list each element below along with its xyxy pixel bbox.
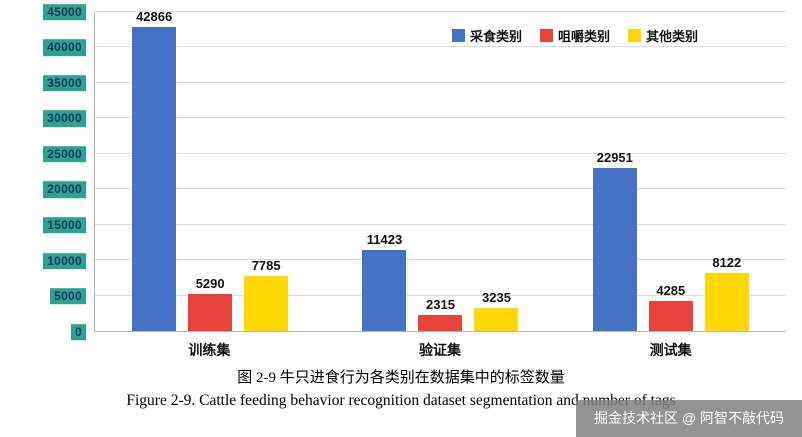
bar-value-label: 11423 [366,232,403,248]
y-tick-label: 45000 [43,3,86,21]
legend: 采食类别 咀嚼类别 其他类别 [451,26,698,45]
bar-group: 22951 4285 8122 [592,12,749,331]
x-axis-labels: 训练集 验证集 测试集 [94,340,786,360]
legend-label: 咀嚼类别 [557,29,610,44]
bar-value-label: 42866 [136,9,173,25]
bar [132,27,177,331]
y-tick-label: 0 [71,323,86,341]
bar [592,168,637,331]
bar [474,308,519,331]
gridline [95,117,786,119]
bar-with-label: 5290 [188,276,233,331]
y-tick-label: 15000 [43,217,86,234]
bar-value-label: 4285 [656,282,686,298]
gridline [95,81,786,83]
x-category-label: 测试集 [649,342,692,358]
bar [648,300,693,331]
watermark: 掘金技术社区 @ 阿智不敲代码 [576,400,802,437]
bar [418,314,463,331]
legend-swatch [539,29,553,42]
x-category-label: 验证集 [419,342,461,358]
bar-value-label: 5290 [195,275,225,291]
gridline [95,294,786,296]
y-tick-label: 35000 [43,74,86,92]
bar-with-label: 42866 [132,9,177,331]
y-tick-label: 20000 [43,181,86,198]
bar-with-label: 22951 [592,150,637,331]
bar-value-label: 7785 [251,257,281,273]
bar [244,275,289,331]
legend-swatch [627,29,641,42]
bar-with-label: 8122 [704,255,749,331]
caption-chinese: 图 2-9 牛只进食行为各类别在数据集中的标签数量 [237,370,565,386]
y-tick-label: 40000 [43,39,86,56]
legend-swatch [451,29,465,42]
plot-area: 采食类别 咀嚼类别 其他类别 42866 5290 7785 11423 2315 3235 2… [94,9,786,332]
bar [704,273,749,331]
bar-value-label: 22951 [596,150,633,166]
bar [188,293,233,331]
bar-value-label: 3235 [482,290,511,306]
y-axis-labels: 0 5000 10000 15000 20000 25000 30000 35000 40000… [6,3,94,341]
bar-group: 11423 2315 3235 [362,12,519,331]
bar-chart: 0 5000 10000 15000 20000 25000 30000 35000 40000… [6,3,786,341]
y-tick-label: 5000 [50,288,86,305]
caption-english: Figure 2-9. Cattle feeding behavior reco… [126,392,676,409]
legend-item: 采食类别 [451,26,522,45]
gridline [95,223,786,225]
y-tick-label: 25000 [43,146,86,163]
gridline [95,11,786,12]
gridline [95,259,786,261]
legend-label: 采食类别 [469,29,522,44]
gridline [95,46,786,48]
bar-with-label: 4285 [648,283,693,331]
x-category-label: 训练集 [188,342,231,358]
bar-value-label: 8122 [712,255,742,271]
legend-item: 其他类别 [627,26,698,45]
legend-item: 咀嚼类别 [539,26,610,45]
y-tick-label: 10000 [43,252,86,270]
bar [362,250,407,331]
bar-with-label: 7785 [244,258,289,331]
gridline [95,152,786,154]
bar-value-label: 2315 [426,296,455,312]
bar-groups: 42866 5290 7785 11423 2315 3235 22951 4285 8122 [95,9,786,331]
bar-with-label: 3235 [474,290,519,331]
bar-with-label: 11423 [362,232,407,331]
bar-with-label: 2315 [418,297,463,331]
bar-group: 42866 5290 7785 [132,9,289,331]
y-tick-label: 30000 [43,110,86,127]
gridline [95,188,786,190]
legend-label: 其他类别 [645,29,698,44]
